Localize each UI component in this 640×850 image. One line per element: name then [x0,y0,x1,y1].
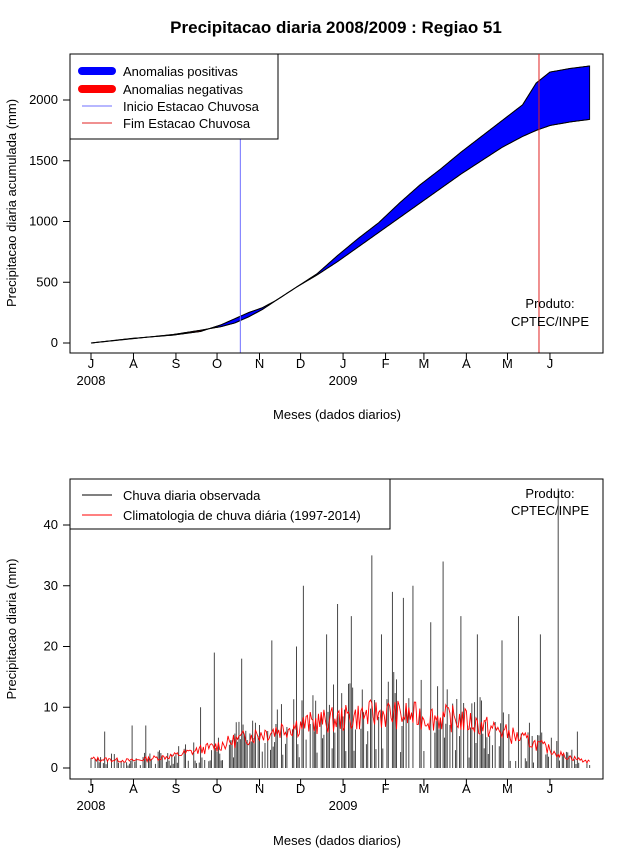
x-tick-label-A: A [129,781,138,796]
x-tick-label-J: J [340,356,347,371]
legend-label-start: Inicio Estacao Chuvosa [123,99,260,114]
x-tick-label-J: J [547,356,554,371]
top-xlabel: Meses (dados diarios) [273,407,401,422]
legend-label-positive: Anomalias positivas [123,64,238,79]
bottom-annotation-line2: CPTEC/INPE [511,503,589,518]
bottom-legend-box [69,478,391,530]
legend-label-observed: Chuva diaria observada [123,488,261,503]
top-axes: J A S O N D J F M A M J 2008 2009 0 500 1000 1500 2000 [29,92,553,388]
x-tick-label-M: M [418,356,429,371]
y-tick-label: 1000 [29,214,58,229]
x-tick-label-O: O [212,781,222,796]
cumulative-chart: J A S O N D J F M A M J 2008 2009 0 500 1000 1500 2000 Mes… [4,53,604,422]
y-tick-label: 2000 [29,92,58,107]
x-tick-label-S: S [172,781,181,796]
x-tick-label-D: D [296,781,305,796]
x-tick-label-M: M [502,356,513,371]
y-tick-label: 0 [51,335,58,350]
y-tick-label: 500 [36,274,58,289]
x-tick-label-S: S [172,356,181,371]
y-tick-label: 10 [44,699,58,714]
y-tick-label: 30 [44,578,58,593]
daily-chart: J A S O N D J F M A M J 2008 2009 0 10 20 30 40 Meses (dad… [4,478,604,848]
top-legend: Anomalias positivas Anomalias negativas … [69,53,279,140]
bottom-ylabel: Precipitacao diaria (mm) [4,559,19,700]
observed-cumulative-line [90,65,590,344]
x-tick-label-J: J [88,356,95,371]
top-data-layer [90,54,591,353]
x-tick-label-J: J [340,781,347,796]
bottom-axes: J A S O N D J F M A M J 2008 2009 0 10 20 30 40 [44,517,554,813]
climatology-cumulative-line [90,118,590,344]
x-tick-label-A: A [462,356,471,371]
x-tick-label-O: O [212,356,222,371]
x-tick-label-N: N [255,356,264,371]
top-annotation-line1: Produto: [525,296,574,311]
x-tick-label-F: F [382,356,390,371]
figure-title: Precipitacao diaria 2008/2009 : Regiao 5… [170,18,502,37]
x-tick-label-J: J [88,781,95,796]
x-tick-label-A: A [129,356,138,371]
climatology-daily-line [90,699,590,764]
year-label: 2009 [329,373,358,388]
x-tick-label-M: M [502,781,513,796]
y-tick-label: 40 [44,517,58,532]
legend-label-end: Fim Estacao Chuvosa [123,116,251,131]
x-tick-label-F: F [382,781,390,796]
x-tick-label-D: D [296,356,305,371]
bottom-legend: Chuva diaria observada Climatologia de c… [69,478,391,530]
legend-label-negative: Anomalias negativas [123,82,243,97]
x-tick-label-M: M [418,781,429,796]
x-tick-label-A: A [462,781,471,796]
bottom-xlabel: Meses (dados diarios) [273,833,401,848]
x-tick-label-J: J [547,781,554,796]
y-tick-label: 0 [51,760,58,775]
year-label: 2009 [329,798,358,813]
y-tick-label: 1500 [29,153,58,168]
y-tick-label: 20 [44,639,58,654]
year-label: 2008 [77,373,106,388]
top-annotation-line2: CPTEC/INPE [511,314,589,329]
bottom-annotation-line1: Produto: [525,486,574,501]
legend-label-climatology: Climatologia de chuva diária (1997-2014) [123,508,361,523]
bottom-data-layer [90,488,591,768]
x-tick-label-N: N [255,781,264,796]
year-label: 2008 [77,798,106,813]
top-ylabel: Precipitacao diaria acumulada (mm) [4,99,19,307]
